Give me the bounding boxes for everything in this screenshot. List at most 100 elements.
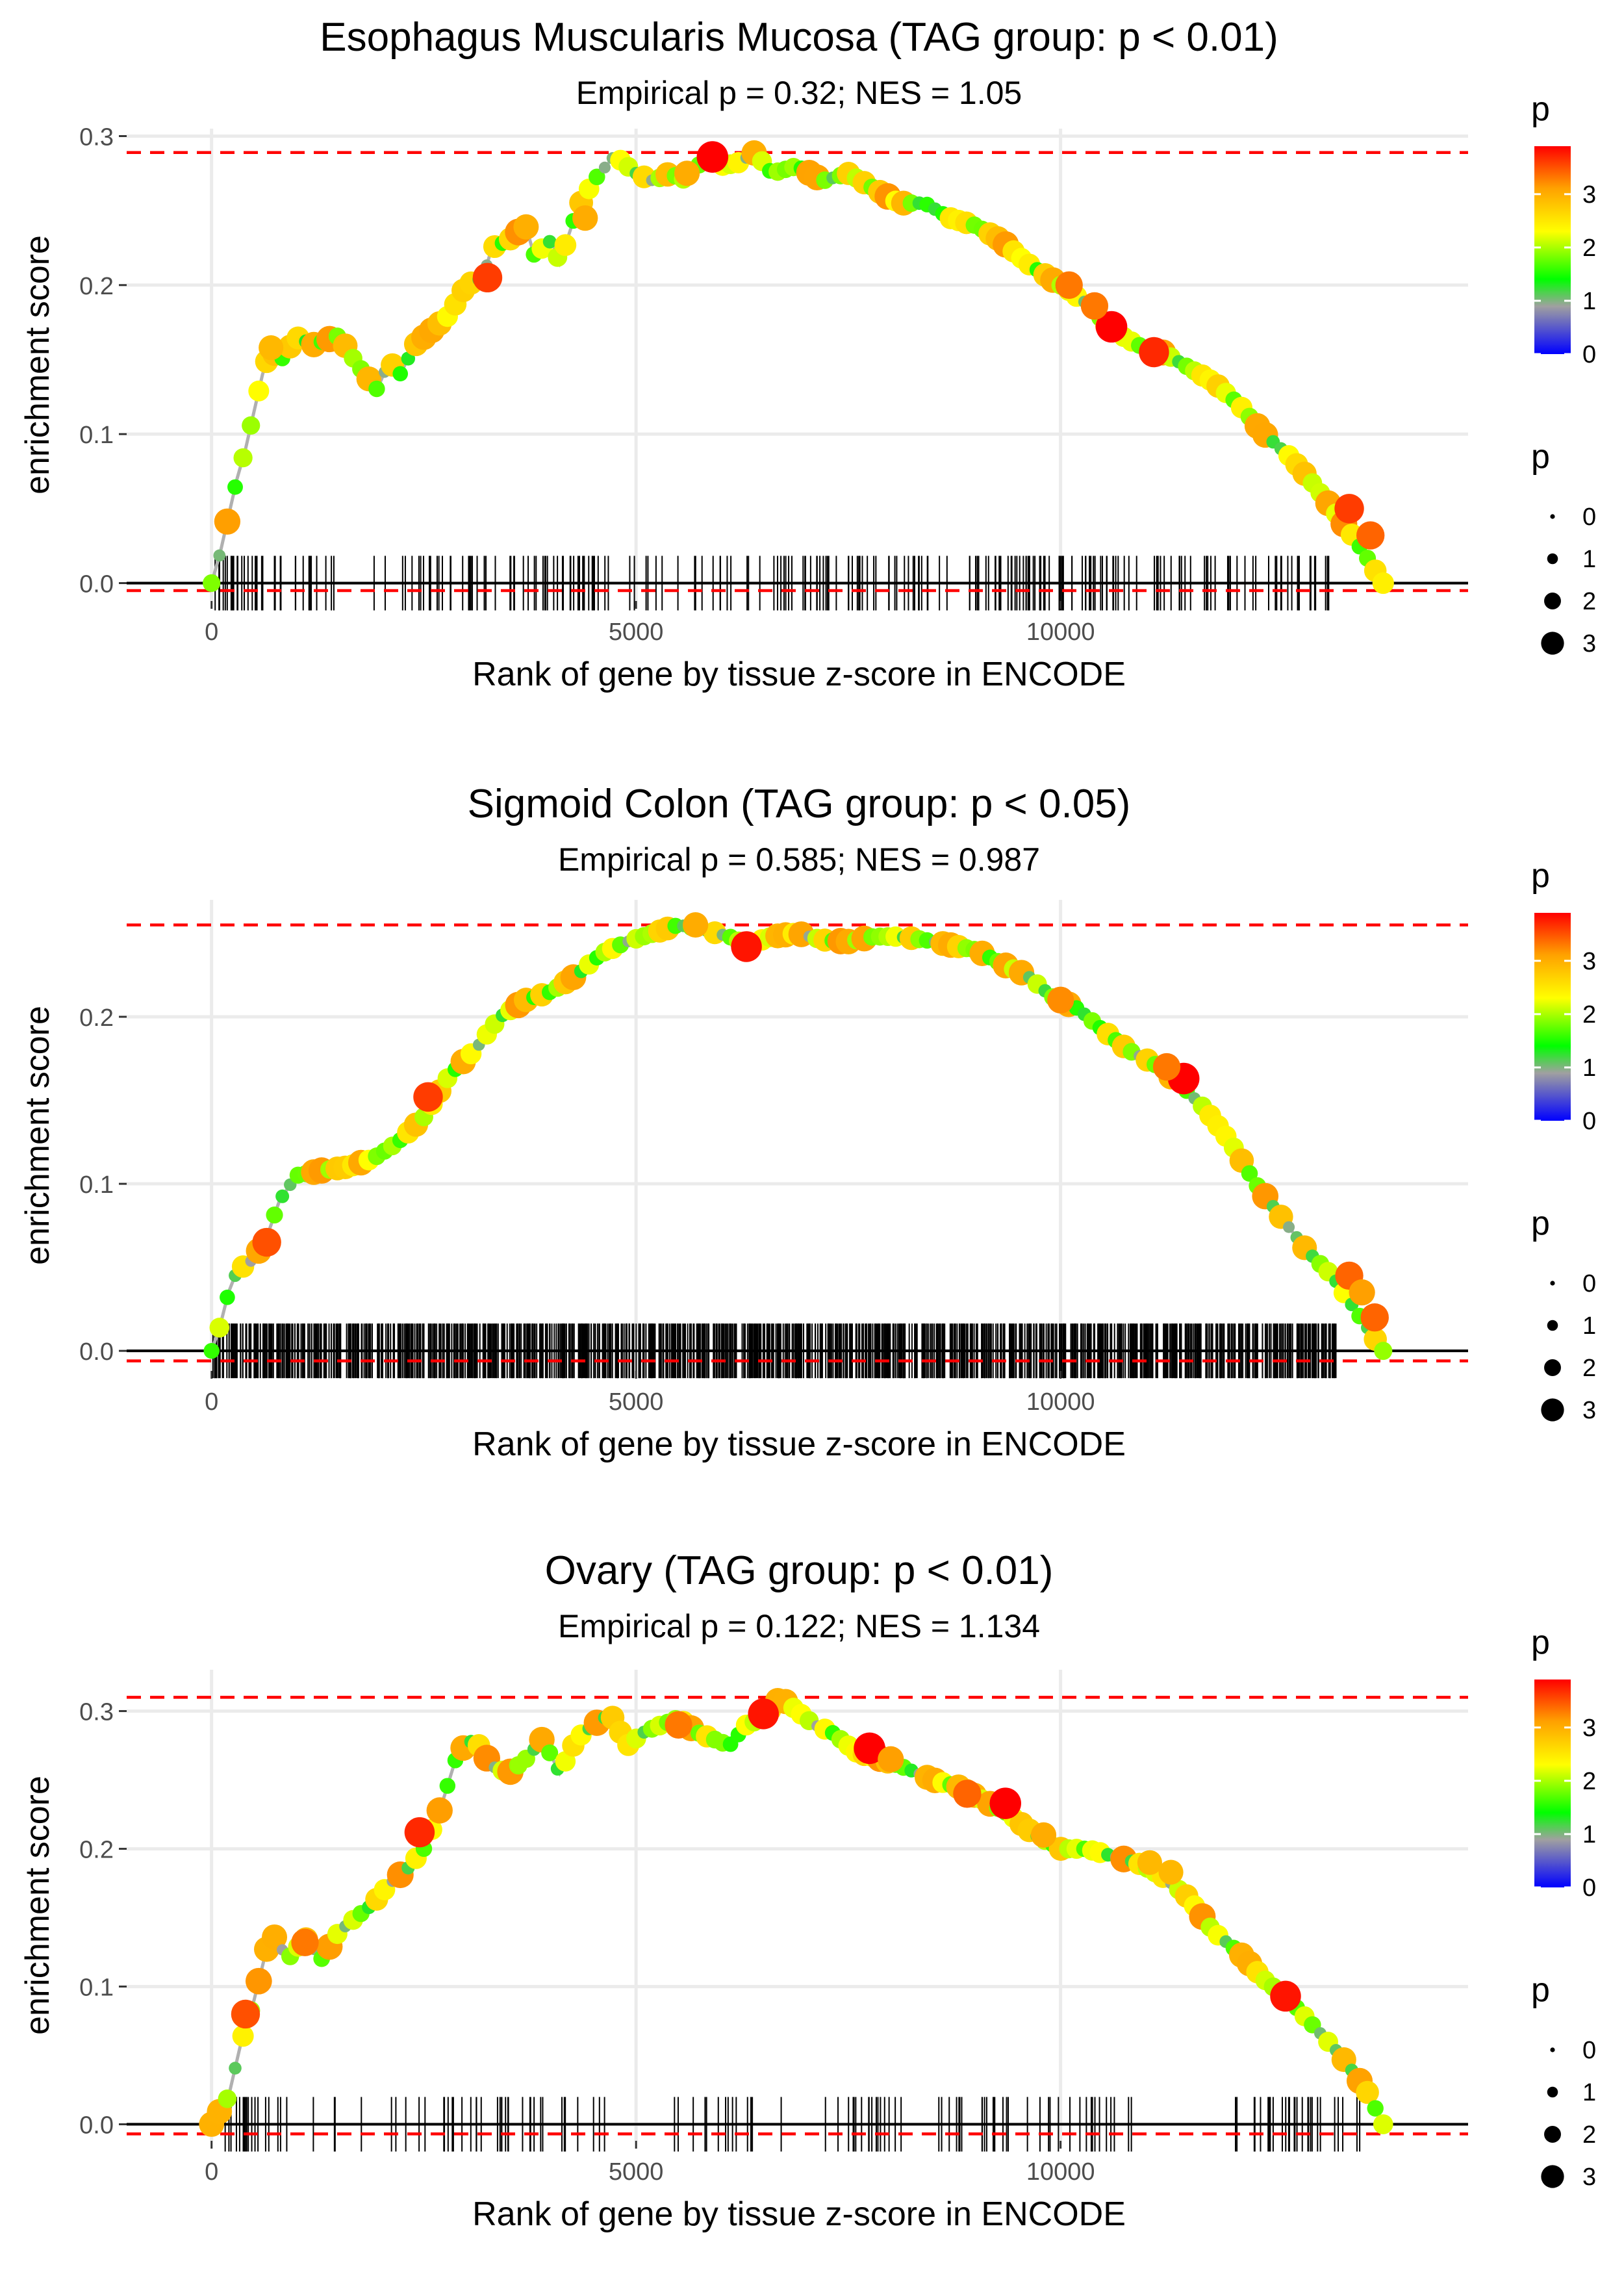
data-point xyxy=(1367,2100,1384,2117)
data-point xyxy=(1282,1221,1295,1233)
colorbar-tick-label: 3 xyxy=(1582,181,1596,209)
data-point xyxy=(262,1924,288,1950)
y-tick-label: 0.1 xyxy=(79,422,114,449)
y-tick-label: 0.0 xyxy=(79,2112,114,2140)
size-legend-label: 1 xyxy=(1582,546,1596,573)
size-legend-dot xyxy=(1541,632,1564,655)
x-tick-label: 5000 xyxy=(609,2158,664,2186)
chart-subtitle: Empirical p = 0.585; NES = 0.987 xyxy=(558,841,1040,878)
chart-title: Esophagus Muscularis Mucosa (TAG group: … xyxy=(320,15,1278,60)
data-point xyxy=(248,380,270,402)
data-point xyxy=(220,1289,235,1305)
y-tick-label: 0.2 xyxy=(79,1004,114,1032)
size-legend-dot xyxy=(1544,2126,1561,2143)
size-legend-label: 3 xyxy=(1582,630,1596,658)
size-legend-label: 2 xyxy=(1582,2121,1596,2149)
data-point xyxy=(213,549,226,562)
data-point xyxy=(232,2025,254,2047)
x-axis-title: Rank of gene by tissue z-score in ENCODE xyxy=(472,656,1126,693)
data-point xyxy=(203,1342,220,1359)
highlight-point xyxy=(1095,311,1128,343)
size-legend-title: p xyxy=(1531,438,1550,476)
size-legend-label: 3 xyxy=(1582,1397,1596,1424)
x-tick-label: 0 xyxy=(205,619,218,646)
chart-panel-1: Esophagus Muscularis Mucosa (TAG group: … xyxy=(19,15,1596,693)
highlight-point xyxy=(1055,271,1083,299)
y-axis-title: enrichment score xyxy=(19,1006,57,1265)
size-legend-dot xyxy=(1547,553,1558,565)
colorbar xyxy=(1534,1680,1571,1887)
y-tick-label: 0.3 xyxy=(79,123,114,151)
data-point xyxy=(542,235,557,249)
size-legend-title: p xyxy=(1531,1205,1550,1242)
colorbar-tick-label: 0 xyxy=(1582,341,1596,368)
highlight-point xyxy=(1356,521,1385,550)
chart-title: Ovary (TAG group: p < 0.01) xyxy=(545,1548,1054,1593)
highlight-point xyxy=(413,1082,443,1112)
data-point xyxy=(541,1744,559,1761)
colorbar-title: p xyxy=(1531,857,1550,895)
highlight-point xyxy=(1152,1053,1181,1081)
data-point xyxy=(1356,2080,1379,2104)
data-point xyxy=(218,2089,237,2108)
colorbar-tick-label: 0 xyxy=(1582,1874,1596,1902)
y-axis-title: enrichment score xyxy=(19,235,57,494)
data-point xyxy=(209,1318,230,1338)
data-point xyxy=(233,448,253,468)
x-tick-label: 10000 xyxy=(1026,619,1095,646)
y-tick-label: 0.1 xyxy=(79,1974,114,2002)
highlight-point xyxy=(1158,1859,1184,1885)
size-legend-label: 2 xyxy=(1582,1355,1596,1382)
highlight-point xyxy=(1137,1850,1162,1875)
size-legend-label: 1 xyxy=(1582,1312,1596,1340)
highlight-point xyxy=(674,160,700,186)
data-point xyxy=(229,2062,242,2075)
size-legend-dot xyxy=(1541,2165,1564,2188)
y-tick-label: 0.0 xyxy=(79,1338,114,1366)
highlight-point xyxy=(231,1999,260,2029)
colorbar xyxy=(1534,913,1571,1121)
colorbar-tick-label: 2 xyxy=(1582,1768,1596,1795)
data-point xyxy=(426,1797,453,1824)
highlight-point xyxy=(252,1227,281,1257)
highlight-point xyxy=(748,1698,779,1730)
x-tick-label: 5000 xyxy=(609,1388,664,1416)
highlight-point xyxy=(1349,1279,1375,1306)
highlight-point xyxy=(1080,292,1109,320)
highlight-point xyxy=(472,262,503,293)
chart-subtitle: Empirical p = 0.122; NES = 1.134 xyxy=(558,1608,1040,1644)
y-tick-label: 0.2 xyxy=(79,273,114,300)
colorbar-tick-label: 1 xyxy=(1582,1054,1596,1082)
colorbar xyxy=(1534,146,1571,354)
data-point xyxy=(1373,2114,1393,2134)
y-tick-label: 0.1 xyxy=(79,1171,114,1199)
data-point xyxy=(214,508,241,535)
size-legend-dot xyxy=(1544,593,1561,609)
x-axis-title: Rank of gene by tissue z-score in ENCODE xyxy=(472,2195,1126,2233)
size-legend-label: 2 xyxy=(1582,588,1596,615)
y-axis-title: enrichment score xyxy=(19,1776,57,2035)
highlight-point xyxy=(259,335,284,361)
chart-subtitle: Empirical p = 0.32; NES = 1.05 xyxy=(576,75,1022,111)
x-tick-label: 0 xyxy=(205,2158,218,2186)
colorbar-tick-label: 1 xyxy=(1582,1821,1596,1848)
y-tick-label: 0.2 xyxy=(79,1837,114,1864)
colorbar-tick-label: 3 xyxy=(1582,1715,1596,1742)
size-legend-dot xyxy=(1547,2086,1558,2098)
colorbar-tick-label: 2 xyxy=(1582,235,1596,262)
size-legend-label: 0 xyxy=(1582,2037,1596,2064)
colorbar-title: p xyxy=(1531,1624,1550,1661)
colorbar-title: p xyxy=(1531,90,1550,128)
highlight-point xyxy=(1334,494,1364,524)
highlight-point xyxy=(572,205,598,231)
highlight-point xyxy=(854,1732,885,1765)
size-legend-label: 3 xyxy=(1582,2164,1596,2191)
data-point xyxy=(242,416,260,435)
data-point xyxy=(439,1778,456,1794)
highlight-point xyxy=(989,1787,1021,1819)
highlight-point xyxy=(1139,337,1169,368)
size-legend-dot xyxy=(1541,1398,1564,1422)
data-point xyxy=(1241,1165,1258,1182)
chart-panel-3: Ovary (TAG group: p < 0.01) Empirical p =… xyxy=(19,1548,1596,2233)
